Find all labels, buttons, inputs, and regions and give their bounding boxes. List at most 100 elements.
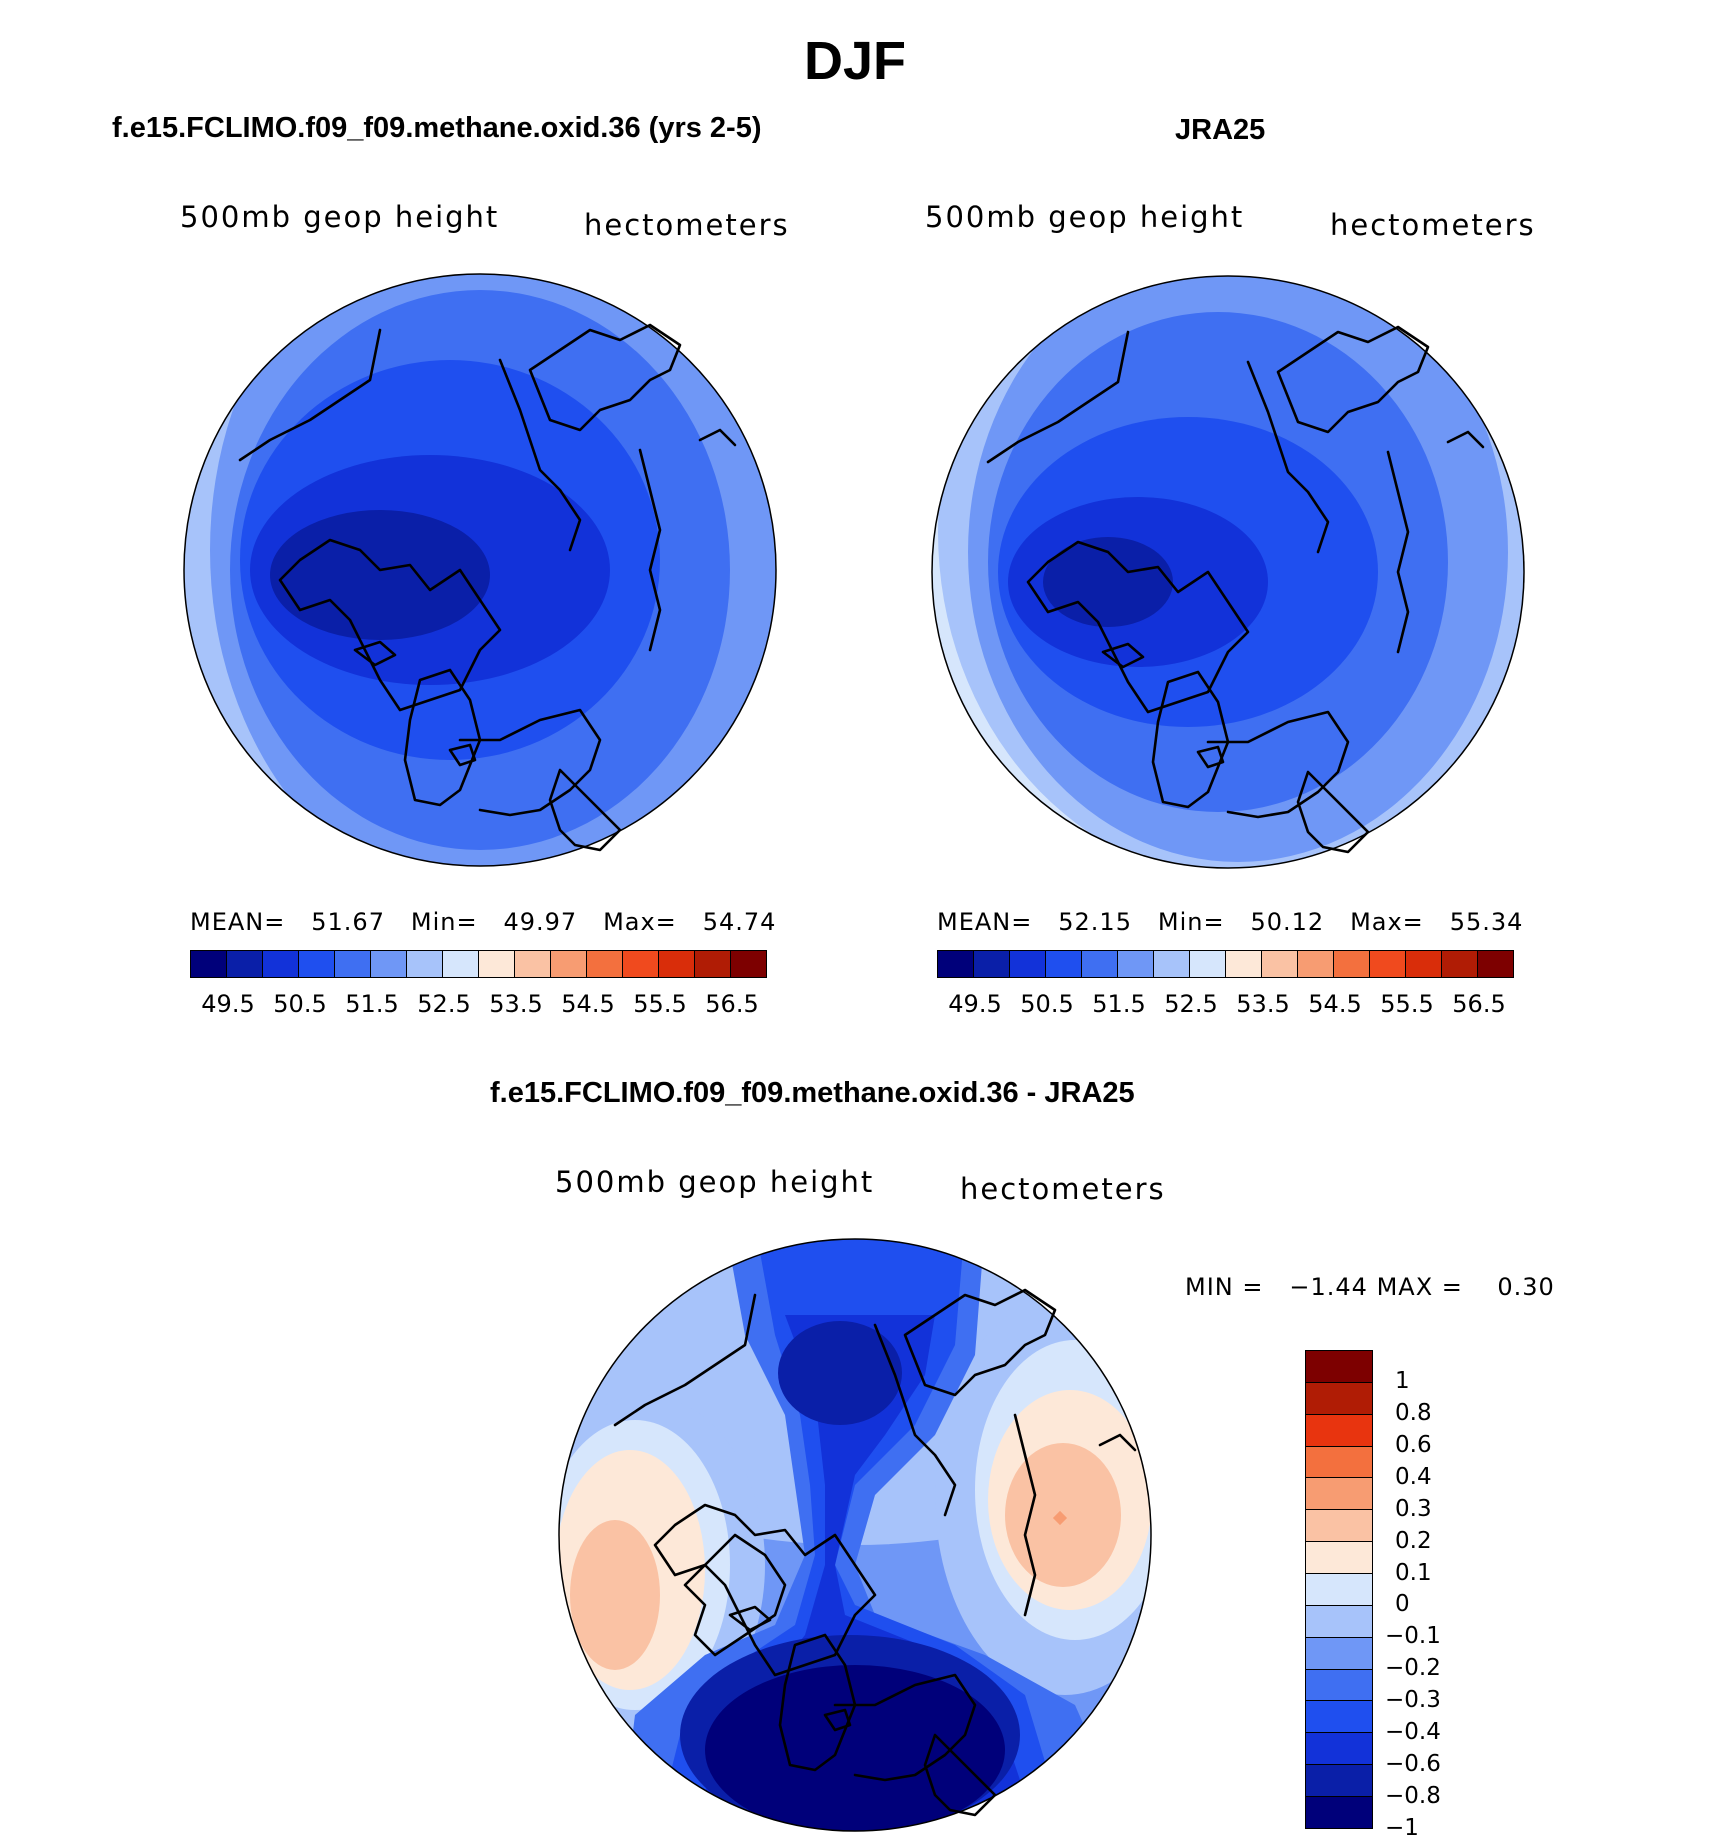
colorbar-cell — [1370, 951, 1406, 977]
panel2-colorbar-ticks: 49.5 50.5 51.5 52.5 53.5 54.5 55.5 56.5 — [939, 990, 1515, 1018]
colorbar-cell — [1306, 1605, 1372, 1638]
colorbar-cell — [1306, 1637, 1372, 1670]
panel1-colorbar-tick: 56.5 — [705, 990, 759, 1018]
colorbar-cell — [191, 951, 227, 977]
colorbar-cell — [1082, 951, 1118, 977]
colorbar-cell — [335, 951, 371, 977]
panel2-units-label: hectometers — [1330, 208, 1536, 242]
difference-colorbar-tick: 0.2 — [1395, 1527, 1432, 1554]
colorbar-cell — [1306, 1701, 1372, 1734]
difference-colorbar-tick: 0.8 — [1395, 1399, 1432, 1426]
colorbar-cell — [551, 951, 587, 977]
difference-max-label: MAX = — [1376, 1273, 1463, 1301]
panel1-polar-map — [183, 273, 777, 867]
difference-colorbar-tick: −0.2 — [1385, 1655, 1441, 1682]
colorbar-cell — [1010, 951, 1046, 977]
panel1-colorbar-tick: 55.5 — [633, 990, 687, 1018]
colorbar-cell — [1306, 1574, 1372, 1606]
panel1-colorbar-tick: 50.5 — [273, 990, 327, 1018]
colorbar-cell — [1406, 951, 1442, 977]
difference-field-band — [705, 1665, 1005, 1831]
panel2-colorbar-tick: 56.5 — [1452, 990, 1506, 1018]
panel1-colorbar-ticks: 49.5 50.5 51.5 52.5 53.5 54.5 55.5 56.5 — [192, 990, 768, 1018]
panel1-coastlines — [238, 323, 737, 852]
colorbar-cell — [587, 951, 623, 977]
difference-colorbar-tick: −0.4 — [1385, 1719, 1441, 1746]
panel2-colorbar — [937, 950, 1514, 978]
panel1-colorbar-tick: 53.5 — [489, 990, 543, 1018]
panel1-mean-value: 51.67 — [311, 908, 385, 936]
colorbar-cell — [227, 951, 263, 977]
panel2-colorbar-tick: 55.5 — [1380, 990, 1434, 1018]
difference-units-label: hectometers — [960, 1172, 1166, 1206]
difference-min-value: −1.44 — [1289, 1273, 1368, 1301]
panel2-colorbar-tick: 54.5 — [1308, 990, 1362, 1018]
panel1-max-label: Max= — [603, 908, 677, 936]
difference-colorbar-tick: −1 — [1385, 1815, 1419, 1841]
difference-colorbar-tick: −0.3 — [1385, 1687, 1441, 1714]
panel1-max-value: 54.74 — [702, 908, 777, 936]
colorbar-cell — [1334, 951, 1370, 977]
panel2-field-band — [1043, 537, 1173, 627]
panel2-colorbar-tick: 53.5 — [1236, 990, 1290, 1018]
colorbar-cell — [695, 951, 731, 977]
panel2-polar-map — [931, 275, 1525, 869]
difference-colorbar-tick: −0.8 — [1385, 1783, 1441, 1810]
colorbar-cell — [1442, 951, 1478, 977]
difference-colorbar — [1305, 1350, 1373, 1829]
panel1-min-value: 49.97 — [503, 908, 578, 936]
panel2-colorbar-tick: 50.5 — [1020, 990, 1074, 1018]
colorbar-cell — [1306, 1542, 1372, 1575]
panel2-mean-label: MEAN= — [937, 908, 1033, 936]
panel1-colorbar — [190, 950, 767, 978]
difference-coastlines — [613, 1288, 1137, 1817]
panel2-variable-label: 500mb geop height — [925, 200, 1245, 234]
panel2-colorbar-tick: 49.5 — [948, 990, 1002, 1018]
difference-minmax: MIN = −1.44 MAX = 0.30 — [1185, 1273, 1555, 1301]
colorbar-cell — [1306, 1669, 1372, 1702]
difference-title: f.e15.FCLIMO.f09_f09.methane.oxid.36 - J… — [490, 1077, 1135, 1109]
colorbar-cell — [443, 951, 479, 977]
difference-colorbar-tick: 0 — [1395, 1591, 1410, 1618]
panel1-colorbar-tick: 52.5 — [417, 990, 471, 1018]
colorbar-cell — [1306, 1797, 1372, 1828]
difference-variable-label: 500mb geop height — [555, 1165, 875, 1199]
difference-max-value: 0.30 — [1497, 1273, 1555, 1301]
colorbar-cell — [1306, 1446, 1372, 1479]
difference-min-label: MIN = — [1185, 1273, 1264, 1301]
difference-colorbar-tick: 1 — [1395, 1367, 1410, 1394]
difference-colorbar-tick: −0.6 — [1385, 1751, 1441, 1778]
colorbar-cell — [371, 951, 407, 977]
figure-title: DJF — [803, 31, 906, 91]
panel2-colorbar-tick: 52.5 — [1164, 990, 1218, 1018]
colorbar-cell — [1118, 951, 1154, 977]
colorbar-cell — [1298, 951, 1334, 977]
panel1-colorbar-tick: 54.5 — [561, 990, 615, 1018]
colorbar-cell — [938, 951, 974, 977]
colorbar-cell — [263, 951, 299, 977]
panel1-field-band — [270, 510, 490, 640]
colorbar-cell — [1154, 951, 1190, 977]
colorbar-cell — [1262, 951, 1298, 977]
panel2-mean-value: 52.15 — [1058, 908, 1132, 936]
panel1-colorbar-tick: 51.5 — [345, 990, 399, 1018]
difference-colorbar-tick: 0.3 — [1395, 1495, 1432, 1522]
panel1-units-label: hectometers — [584, 208, 790, 242]
difference-polar-map — [558, 1238, 1152, 1832]
colorbar-cell — [479, 951, 515, 977]
difference-field-band — [570, 1520, 660, 1670]
colorbar-cell — [1306, 1765, 1372, 1798]
panel1-stats: MEAN= 51.67 Min= 49.97 Max= 54.74 — [190, 908, 776, 936]
panel1-colorbar-tick: 49.5 — [201, 990, 255, 1018]
panel1-min-label: Min= — [410, 908, 478, 936]
colorbar-cell — [623, 951, 659, 977]
colorbar-cell — [731, 951, 766, 977]
panel1-mean-label: MEAN= — [190, 908, 286, 936]
panel2-title: JRA25 — [1175, 114, 1266, 146]
colorbar-cell — [974, 951, 1010, 977]
colorbar-cell — [1306, 1733, 1372, 1766]
colorbar-cell — [515, 951, 551, 977]
difference-colorbar-tick: 0.4 — [1395, 1463, 1432, 1490]
colorbar-cell — [1306, 1478, 1372, 1511]
panel2-min-label: Min= — [1157, 908, 1225, 936]
